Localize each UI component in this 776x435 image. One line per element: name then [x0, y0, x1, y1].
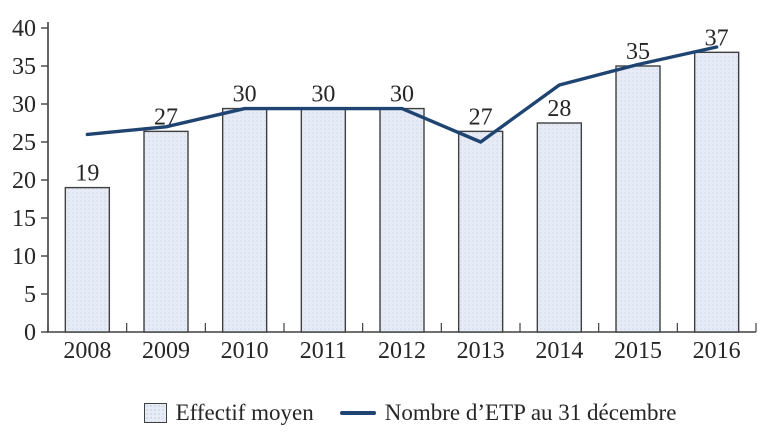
x-axis-category-label: 2012: [378, 338, 426, 364]
bar-2014: [536, 122, 583, 333]
legend-item-nombre-etp: Nombre d’ETP au 31 décembre: [339, 400, 677, 426]
bar-data-label: 35: [626, 39, 650, 65]
bar-data-label: 19: [75, 161, 99, 187]
bar-data-label: 27: [154, 104, 178, 130]
bar-2013: [457, 130, 504, 333]
bar-data-label: 30: [311, 82, 335, 108]
bar-2015: [615, 65, 661, 333]
chart-legend: Effectif moyen Nombre d’ETP au 31 décemb…: [0, 392, 776, 434]
legend-label-nombre-etp: Nombre d’ETP au 31 décembre: [384, 400, 677, 425]
x-axis-category-label: 2014: [535, 338, 583, 364]
plot-svg: 0 5 10 15 20 25 30 35 40 19 27 30 30 30 27 28 35 37 2008 20…: [12, 16, 757, 364]
etp-line-series: [85, 45, 719, 144]
bar-2011: [300, 107, 347, 333]
plot-layer: 0 5 10 15 20 25 30 35 40 19 27 30 30 30 27 28 35 37 2008 20…: [12, 16, 757, 364]
y-axis-tick-label: 40: [12, 16, 36, 42]
bar-2016: [693, 51, 740, 333]
y-axis-tick-label: 20: [12, 168, 36, 194]
y-axis-tick-label: 30: [12, 92, 36, 118]
legend-item-effectif-moyen: Effectif moyen: [143, 400, 314, 426]
y-axis-tick-label: 5: [24, 282, 36, 308]
y-axis-tick-label: 0: [24, 320, 36, 346]
bar-data-label: 28: [547, 96, 571, 122]
y-axis-tick-label: 15: [12, 206, 36, 232]
bar-2009: [143, 130, 189, 333]
y-axis-tick-label: 10: [12, 244, 36, 270]
x-axis-category-label: 2008: [63, 338, 111, 364]
bar-2012: [379, 107, 425, 333]
legend-label-effectif-moyen: Effectif moyen: [175, 400, 314, 425]
y-axis-tick-label: 25: [12, 130, 36, 156]
bar-data-label: 30: [233, 82, 257, 108]
x-axis-category-label: 2011: [300, 338, 347, 364]
x-axis-category-label: 2015: [614, 338, 662, 364]
x-axis-category-label: 2009: [142, 338, 190, 364]
y-axis-tick-label: 35: [12, 54, 36, 80]
bar-data-label: 27: [469, 104, 493, 130]
x-axis-category-label: 2016: [693, 338, 741, 364]
bar-data-label: 37: [705, 25, 729, 51]
bar-2008: [64, 186, 111, 333]
bar-2010: [221, 107, 268, 333]
bar-swatch-icon: [143, 403, 167, 423]
bar-data-label: 30: [390, 82, 414, 108]
line-swatch-icon: [339, 411, 376, 415]
x-axis-category-label: 2010: [221, 338, 269, 364]
x-axis-category-label: 2013: [457, 338, 505, 364]
